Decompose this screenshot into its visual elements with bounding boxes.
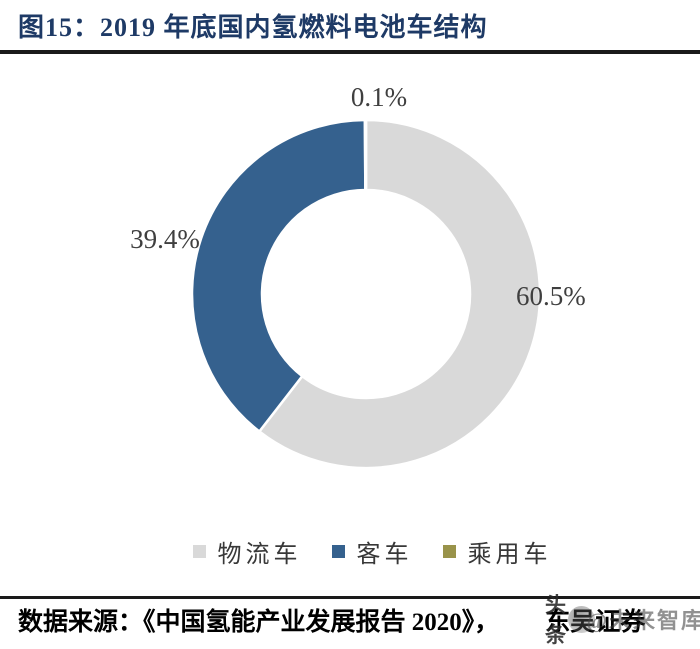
data-label-logistics-vehicle: 60.5% (516, 281, 586, 311)
source-line: 数据来源：《中国氢能产业发展报告 2020》， 东吴证券 (18, 602, 645, 638)
data-label-passenger-car: 0.1% (350, 82, 408, 112)
legend-swatch-passenger-icon (442, 545, 456, 558)
donut-slice (190, 118, 367, 434)
source-publisher: 东吴证券 (545, 609, 646, 636)
legend-item-bus: 客车 (331, 534, 413, 569)
footer-divider (0, 596, 700, 599)
donut-chart (190, 118, 542, 470)
legend-item-passenger-car: 乘用车 (442, 534, 552, 569)
donut-slice (257, 118, 542, 470)
data-label-bus: 39.4% (130, 224, 200, 254)
figure-title: 图15：2019 年底国内氢燃料电池车结构 (18, 13, 488, 42)
title-divider (0, 50, 700, 54)
legend-item-logistics-vehicle: 物流车 (192, 534, 302, 569)
source-prefix: 数据来源：《中国氢能产业发展报告 2020》， (18, 609, 500, 636)
chart-legend: 物流车 客车 乘用车 (22, 534, 700, 569)
legend-label-logistics-vehicle: 物流车 (217, 542, 302, 568)
donut-slice (363, 118, 368, 192)
legend-swatch-logistics-icon (192, 545, 206, 558)
legend-label-passenger-car: 乘用车 (467, 542, 552, 568)
legend-swatch-bus-icon (331, 545, 345, 558)
legend-label-bus: 客车 (356, 542, 413, 568)
